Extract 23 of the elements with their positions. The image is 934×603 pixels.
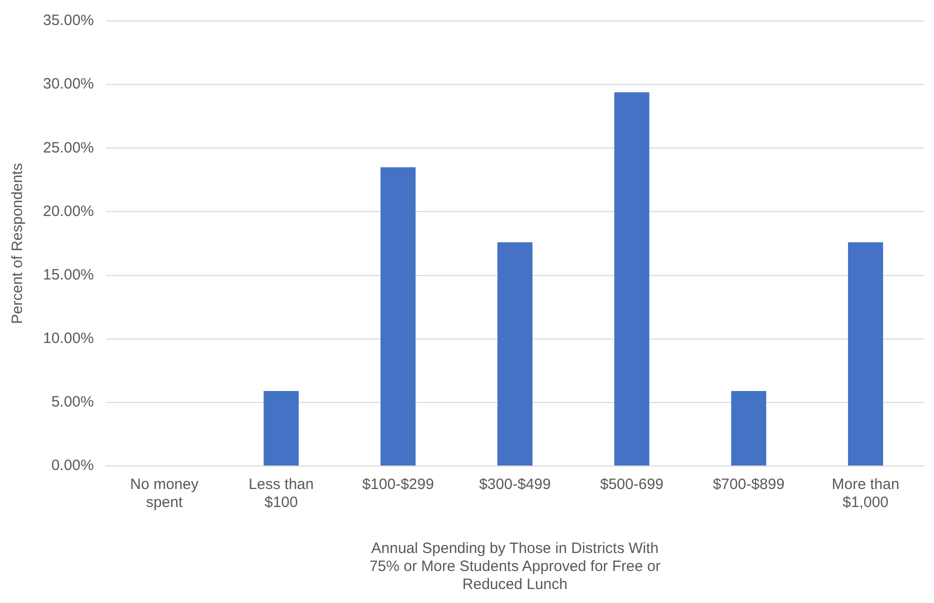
y-tick-label: 25.00% — [43, 139, 94, 156]
x-tick-label: $100-$299 — [362, 476, 434, 494]
x-tick-label: $500-699 — [600, 476, 664, 494]
x-tick-label: Less than $100 — [248, 476, 314, 512]
y-tick-label: 10.00% — [43, 330, 94, 347]
y-tick-label: 35.00% — [43, 12, 94, 30]
bar — [380, 167, 416, 466]
y-tick-label: 5.00% — [51, 394, 94, 411]
bar — [731, 390, 766, 466]
x-tick-label: No money spent — [130, 476, 199, 512]
x-axis-title: Annual Spending by Those in Districts With 75% or More Students Approved for Free or Reduced Lunch — [369, 540, 660, 594]
y-tick-label: 20.00% — [43, 202, 94, 220]
y-tick-label: 0.00% — [51, 457, 94, 474]
y-axis-title: Percent of Respondents — [9, 163, 26, 324]
bar — [264, 390, 299, 466]
bar — [614, 92, 650, 466]
x-tick-label: $700-$899 — [712, 476, 785, 494]
bar — [848, 242, 884, 466]
x-tick-label: More than $1,000 — [832, 476, 900, 512]
y-tick-label: 15.00% — [43, 266, 94, 284]
x-tick-label: $300-$499 — [479, 476, 551, 494]
bar — [497, 242, 532, 466]
y-tick-label: 30.00% — [43, 76, 94, 93]
